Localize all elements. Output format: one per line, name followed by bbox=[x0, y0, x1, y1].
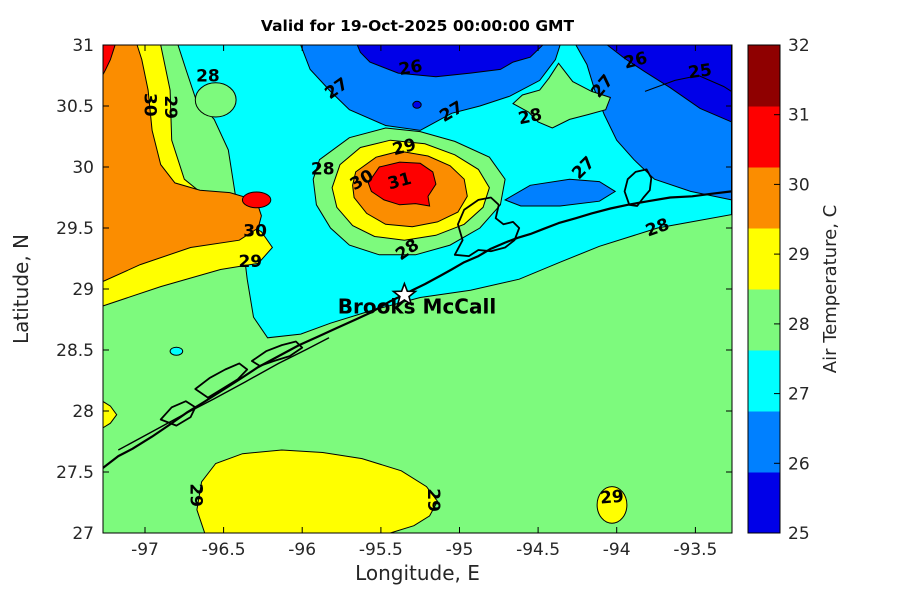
contour-label: 26 bbox=[397, 56, 424, 80]
x-tick-label: -96.5 bbox=[202, 540, 246, 560]
contour-label: 28 bbox=[311, 159, 335, 179]
contour-label: 29 bbox=[423, 488, 443, 512]
contour-label: 28 bbox=[196, 67, 220, 87]
colorbar-band-30-31 bbox=[748, 167, 780, 229]
x-axis-label: Longitude, E bbox=[355, 561, 480, 585]
contour-region-northwest-mild-pocket bbox=[194, 82, 237, 118]
y-tick-label: 27.5 bbox=[56, 463, 94, 483]
y-tick-label: 28.5 bbox=[56, 341, 94, 361]
colorbar-band-25-26 bbox=[748, 472, 780, 534]
x-tick-label: -97 bbox=[131, 540, 159, 560]
contour-region-west-edge-warm-wedge bbox=[103, 400, 118, 429]
x-tick-label: -94.5 bbox=[516, 540, 560, 560]
x-tick-label: -95.5 bbox=[359, 540, 403, 560]
colorbar-band-27-28 bbox=[748, 350, 780, 412]
colorbar-tick-label: 28 bbox=[788, 315, 810, 335]
contour-region-south-warm-spot bbox=[596, 486, 628, 524]
colorbar-band-31-32 bbox=[748, 106, 780, 168]
contour-region-south-warm-pool bbox=[196, 449, 439, 533]
water-outline-bay-loop-2 bbox=[194, 362, 249, 399]
colorbar-band-28-29 bbox=[748, 289, 780, 351]
colorbar-tick-label: 30 bbox=[788, 175, 810, 195]
contour-label: 29 bbox=[599, 487, 624, 509]
contour-region-coastal-cool-speck bbox=[169, 346, 184, 356]
colorbar-band->32 bbox=[748, 45, 780, 107]
contour-label: 28 bbox=[517, 105, 544, 129]
y-tick-label: 29 bbox=[72, 280, 94, 300]
contour-label: 25 bbox=[687, 60, 713, 83]
station-star-icon bbox=[391, 281, 418, 307]
x-tick-label: -96 bbox=[288, 540, 316, 560]
colorbar-band-26-27 bbox=[748, 411, 780, 473]
y-tick-label: 28 bbox=[72, 402, 94, 422]
x-tick-label: -93.5 bbox=[673, 540, 717, 560]
y-tick-label: 30.5 bbox=[56, 97, 94, 117]
contour-region-inland-cool-wedge bbox=[503, 178, 617, 207]
y-tick-label: 31 bbox=[72, 36, 94, 56]
contour-region-cold-dot-marker bbox=[412, 100, 422, 109]
colorbar-tick-label: 32 bbox=[788, 36, 810, 56]
contour-region-west-warm-core bbox=[103, 45, 262, 283]
station-label: Brooks McCall bbox=[338, 294, 496, 318]
contour-region-west-hot-spot bbox=[241, 191, 272, 209]
colorbar-tick-label: 29 bbox=[788, 245, 810, 265]
y-tick-label: 30 bbox=[72, 158, 94, 178]
y-tick-label: 27 bbox=[72, 524, 94, 544]
colorbar-band-29-30 bbox=[748, 228, 780, 290]
colorbar-tick-label: 26 bbox=[788, 454, 810, 474]
contour-label: 29 bbox=[238, 252, 262, 272]
y-tick-label: 29.5 bbox=[56, 219, 94, 239]
contour-label: 30 bbox=[243, 222, 267, 242]
colorbar-tick-label: 27 bbox=[788, 385, 810, 405]
x-tick-label: -95 bbox=[446, 540, 474, 560]
colorbar-tick-label: 25 bbox=[788, 524, 810, 544]
contour-line-25 bbox=[644, 74, 732, 92]
x-tick-label: -94 bbox=[603, 540, 631, 560]
coastline bbox=[103, 190, 732, 470]
y-axis-label: Latitude, N bbox=[9, 234, 33, 344]
contour-region-central-blob-hot-core bbox=[367, 161, 437, 207]
figure-title: Valid for 19-Oct-2025 00:00:00 GMT bbox=[260, 17, 575, 35]
contour-region-central-north-cold-core bbox=[356, 45, 544, 78]
contour-label: 29 bbox=[160, 95, 180, 119]
colorbar-border bbox=[747, 44, 781, 534]
contour-region-northwest-corner-hot bbox=[103, 45, 116, 76]
colorbar-label: Air Temperature, C bbox=[820, 205, 841, 373]
contour-label: 30 bbox=[140, 93, 160, 117]
contour-region-northeast-mild-island bbox=[512, 62, 612, 129]
colorbar-tick-label: 31 bbox=[788, 106, 810, 126]
lagoon-line bbox=[117, 337, 330, 451]
contour-label: 29 bbox=[185, 483, 205, 507]
